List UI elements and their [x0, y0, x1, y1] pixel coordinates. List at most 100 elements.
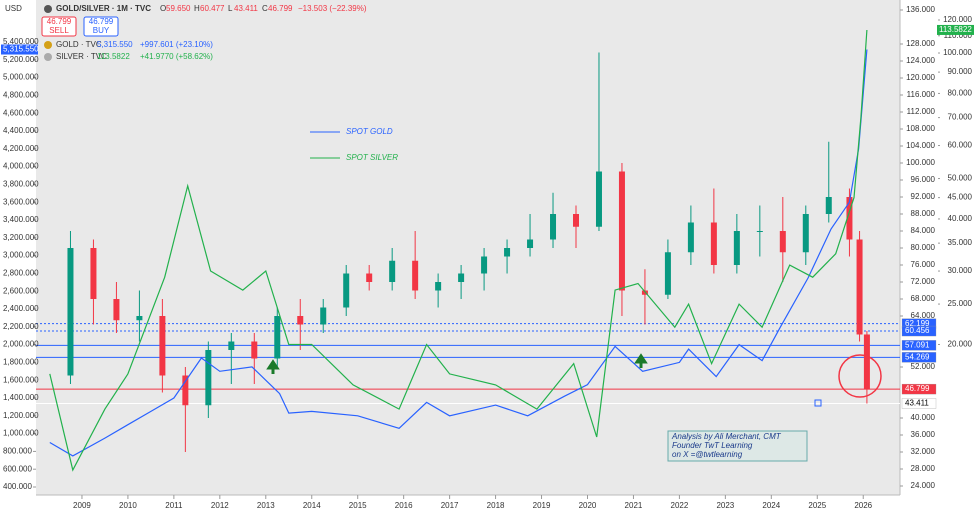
arrow-up: [634, 353, 648, 368]
candle-body: [412, 260, 419, 291]
ohlc-value: 43.411: [234, 4, 258, 13]
x-tick-label: 2026: [854, 501, 872, 510]
y-tick-label: 100.000: [906, 158, 935, 167]
price-tag: [1, 44, 38, 55]
y-left-tick-label: 800.000: [3, 447, 32, 456]
sell-price: 46.799: [47, 17, 72, 26]
x-tick-label: 2009: [73, 501, 91, 510]
y-tick-label: 112.000: [907, 107, 936, 116]
y-left-tick-label: 2,800.000: [3, 269, 39, 278]
x-tick-label: 2015: [349, 501, 367, 510]
candle-body: [710, 222, 717, 265]
buy-price: 46.799: [89, 17, 114, 26]
candle-body: [159, 316, 166, 376]
note-line: on X =@twtlearning: [672, 450, 743, 459]
candle-body: [136, 316, 143, 321]
buy-button[interactable]: [83, 16, 119, 37]
y2-tick-label: 80.000: [948, 89, 973, 98]
candle-body: [113, 299, 120, 321]
candle-body: [687, 222, 694, 253]
y-left-tick-label: 1,600.000: [3, 375, 39, 384]
x-tick-label: 2017: [441, 501, 459, 510]
currency: USD: [5, 4, 22, 13]
y-tick-label: 24.000: [911, 481, 936, 490]
y-tick-label: 36.000: [911, 430, 936, 439]
y-tick-label: 52.000: [911, 362, 936, 371]
candle-body: [205, 350, 212, 406]
level-tag: [901, 325, 937, 337]
y-tick-label: 80.000: [911, 243, 936, 252]
marker: [814, 399, 822, 407]
candle-body: [343, 273, 350, 308]
y-left-tick-label: 1,400.000: [3, 393, 39, 402]
y-tick-label: 84.000: [911, 226, 936, 235]
candle-body: [573, 214, 579, 227]
level-tag-label: 60.456: [905, 326, 930, 335]
candle-body: [366, 273, 373, 282]
legend-change: +41.9770 (+58.62%): [140, 52, 213, 61]
y-tick-label: 92.000: [911, 192, 936, 201]
y-tick-label: 128.000: [906, 39, 935, 48]
x-tick-label: 2014: [303, 501, 321, 510]
level-tag: [901, 340, 937, 351]
candle-body: [825, 197, 832, 214]
y-tick-label: 108.000: [906, 124, 935, 133]
y-tick-label: 124.000: [906, 56, 935, 65]
y-left-tick-label: 2,400.000: [3, 304, 39, 313]
y-tick-label: 120.000: [906, 73, 935, 82]
chart-title: GOLD/SILVER · 1M · TVC: [56, 4, 151, 13]
y-left-tick-label: 400.000: [3, 482, 32, 491]
note-box: [667, 430, 808, 462]
x-tick-label: 2012: [211, 501, 229, 510]
ohlc-key: O: [160, 4, 166, 13]
legend-value: 113.5822: [97, 52, 130, 61]
y2-tick-label: 35.000: [948, 238, 973, 247]
ohlc-key: C: [262, 4, 268, 13]
y-left-tick-label: 5,400.000: [3, 37, 39, 46]
legend-icon: [44, 53, 52, 61]
candle-body: [67, 248, 74, 376]
y-left-tick-label: 4,000.000: [3, 162, 39, 171]
level-tag-label: 46.799: [905, 384, 930, 393]
x-tick-label: 2019: [533, 501, 551, 510]
y-left-tick-label: 2,000.000: [3, 340, 39, 349]
y2-tick-label: 30.000: [948, 266, 973, 275]
y2-tick-label: 100.000: [943, 48, 972, 57]
y2-tick-label: 45.000: [948, 193, 973, 202]
y2-tick-label: 120.000: [943, 15, 972, 24]
candle-body: [435, 282, 442, 291]
y-left-tick-label: 4,800.000: [3, 91, 39, 100]
y-left-tick-label: 4,200.000: [3, 144, 39, 153]
y-tick-label: 40.000: [911, 413, 936, 422]
candle-body: [481, 256, 488, 274]
y-tick-label: 88.000: [911, 209, 936, 218]
annotation: SPOT GOLD: [346, 127, 393, 136]
price-tag-label: 5,315.550: [3, 45, 39, 54]
y-left-tick-label: 5,200.000: [3, 55, 39, 64]
x-tick-label: 2010: [119, 501, 137, 510]
highlight-circle: [838, 354, 882, 398]
y-tick-label: 76.000: [911, 260, 936, 269]
x-tick-label: 2011: [165, 501, 183, 510]
y-left-tick-label: 3,400.000: [3, 215, 39, 224]
y-tick-label: 32.000: [911, 447, 936, 456]
candle-body: [228, 341, 235, 350]
x-tick-label: 2025: [808, 501, 826, 510]
y-tick-label: 28.000: [911, 464, 936, 473]
candle-body: [846, 197, 853, 240]
level-tag-label: 62.199: [905, 319, 930, 328]
y2-tick-label: 110.000: [944, 31, 973, 40]
series-line: [49, 49, 868, 457]
candle-body: [182, 375, 189, 406]
legend-change: +997.601 (+23.10%): [140, 40, 213, 49]
change: −13.503 (−22.39%): [298, 4, 367, 13]
y2-tick-label: 60.000: [948, 141, 973, 150]
candle-body: [389, 260, 396, 282]
x-tick-label: 2016: [395, 501, 413, 510]
candle-body: [779, 231, 786, 253]
level-tag: [901, 352, 937, 363]
x-tick-label: 2022: [671, 501, 689, 510]
legend-name: GOLD · TVC: [56, 40, 102, 49]
sell-button[interactable]: [41, 16, 77, 37]
